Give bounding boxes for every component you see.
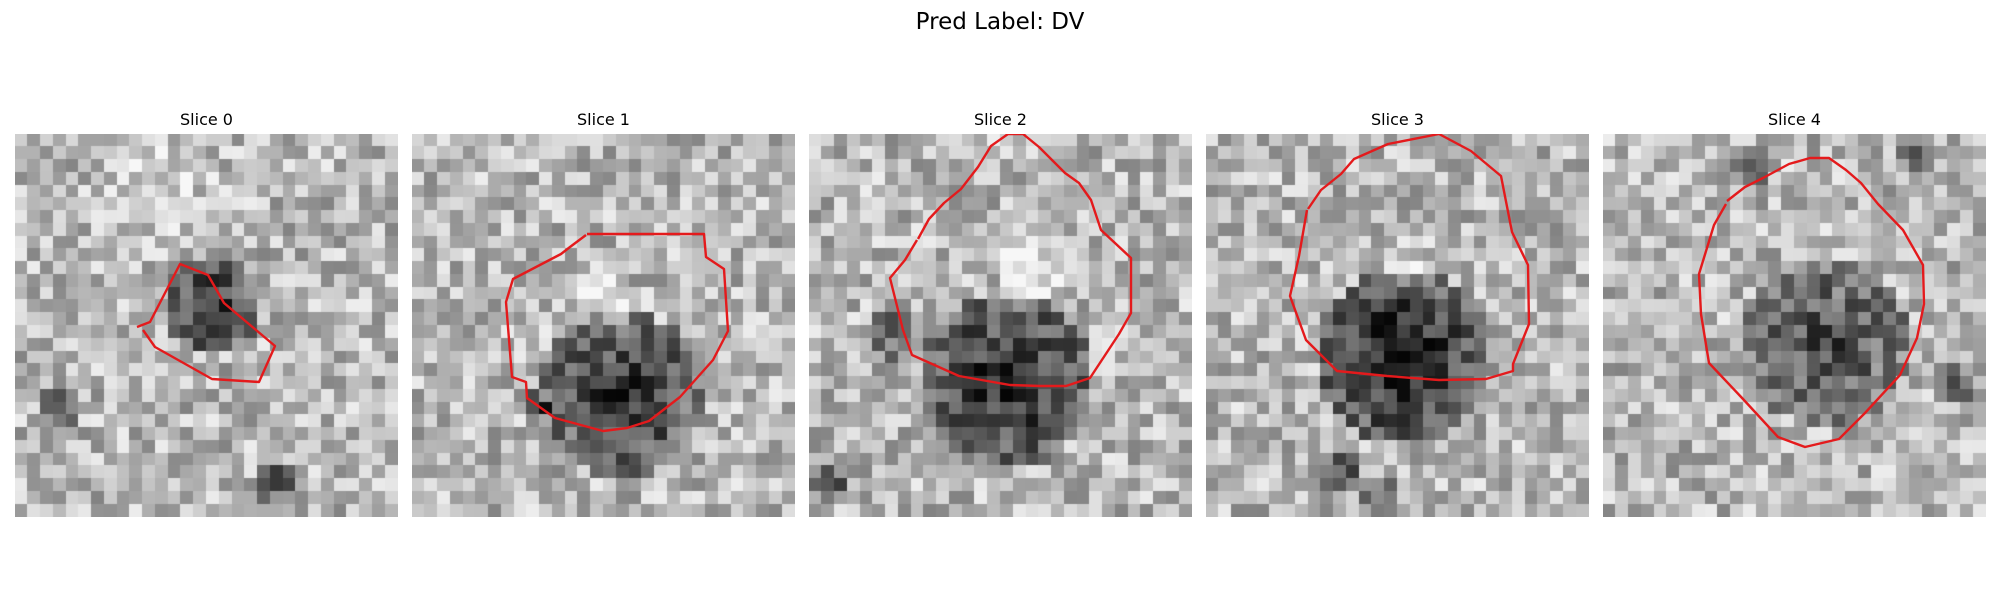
slice-4-title: Slice 4 [1768, 110, 1821, 129]
slice-3-title: Slice 3 [1371, 110, 1424, 129]
slice-2-title: Slice 2 [974, 110, 1027, 129]
figure-title: Pred Label: DV [915, 9, 1085, 35]
slice-0-panel [15, 134, 398, 517]
slice-1-panel [412, 134, 795, 517]
slice-3-panel [1206, 134, 1589, 517]
slice-2-image [809, 134, 1192, 517]
slice-0-image [15, 134, 398, 517]
slice-3-image [1206, 134, 1589, 517]
slice-1-image [412, 134, 795, 517]
slice-4-image [1603, 134, 1986, 517]
slice-0-title: Slice 0 [180, 110, 233, 129]
slice-4-panel [1603, 134, 1986, 517]
slice-1-title: Slice 1 [577, 110, 630, 129]
slice-2-panel [809, 134, 1192, 517]
